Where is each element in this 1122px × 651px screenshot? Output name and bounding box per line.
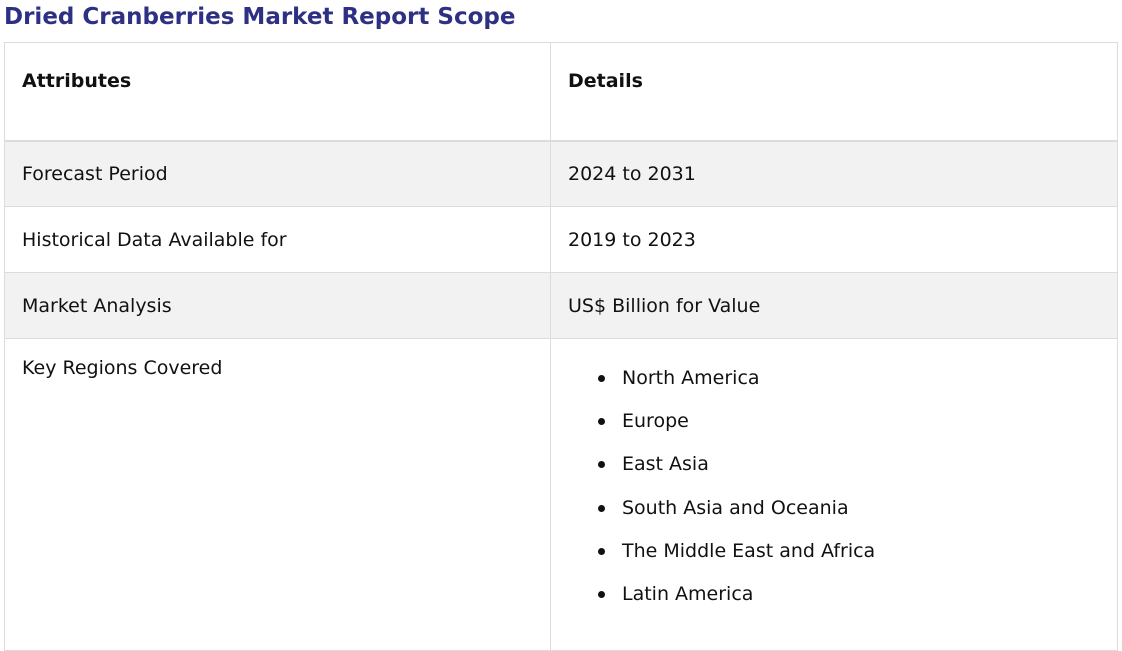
page-title: Dried Cranberries Market Report Scope: [4, 4, 516, 30]
bullet-icon: [598, 590, 605, 598]
table-row: Market Analysis US$ Billion for Value: [4, 272, 1118, 339]
list-item: South Asia and Oceania: [598, 491, 1117, 534]
region-label: Latin America: [622, 582, 754, 605]
region-label: The Middle East and Africa: [622, 539, 876, 562]
region-label: East Asia: [622, 453, 709, 476]
attribute-cell: Key Regions Covered: [4, 338, 551, 651]
column-header-attributes: Attributes: [4, 42, 551, 142]
table-row-key-regions: Key Regions Covered North America Europe…: [4, 338, 1118, 651]
region-label: Europe: [622, 410, 689, 433]
region-label: North America: [622, 367, 760, 389]
bullet-icon: [598, 504, 605, 512]
list-item: The Middle East and Africa: [598, 534, 1117, 577]
bullet-icon: [598, 375, 605, 382]
list-item: East Asia: [598, 447, 1117, 490]
list-item: North America: [598, 361, 1117, 404]
attribute-cell: Market Analysis: [4, 272, 551, 339]
bullet-icon: [598, 547, 605, 555]
table-row: Forecast Period 2024 to 2031: [4, 140, 1118, 207]
bullet-icon: [598, 418, 605, 426]
attribute-cell: Forecast Period: [4, 140, 551, 207]
column-header-details: Details: [550, 42, 1118, 142]
table-header-row: Attributes Details: [4, 42, 1118, 142]
region-label: South Asia and Oceania: [622, 496, 849, 519]
list-item: Europe: [598, 404, 1117, 447]
detail-cell: 2019 to 2023: [550, 206, 1118, 273]
regions-detail-cell: North America Europe East Asia South Asi…: [550, 338, 1118, 651]
table-row: Historical Data Available for 2019 to 20…: [4, 206, 1118, 273]
attribute-cell: Historical Data Available for: [4, 206, 551, 273]
region-list: North America Europe East Asia South Asi…: [568, 361, 1117, 620]
bullet-icon: [598, 461, 605, 469]
report-scope-table: Attributes Details Forecast Period 2024 …: [4, 42, 1118, 651]
detail-cell: US$ Billion for Value: [550, 272, 1118, 339]
detail-cell: 2024 to 2031: [550, 140, 1118, 207]
list-item: Latin America: [598, 577, 1117, 620]
